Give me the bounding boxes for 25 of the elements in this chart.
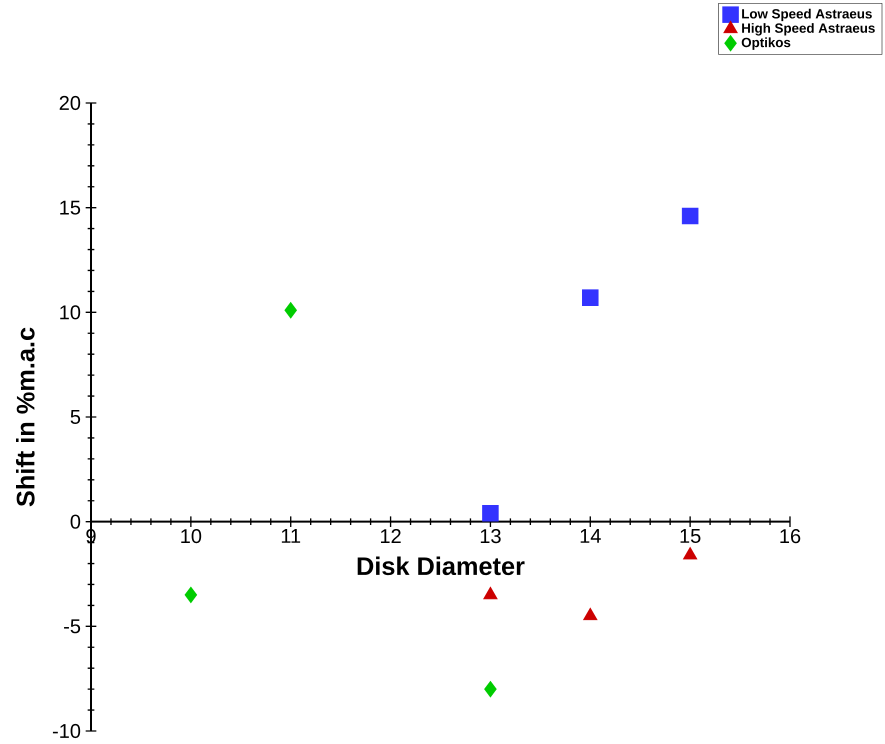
x-tick-label: 10 <box>181 529 202 544</box>
point <box>582 289 599 306</box>
legend-label: Low Speed Astraeus <box>742 8 872 22</box>
point <box>284 302 297 319</box>
point <box>682 208 698 224</box>
y-tick-label: 20 <box>60 96 80 110</box>
y-tick-label: 5 <box>70 410 80 424</box>
x-tick-label: 11 <box>282 529 300 543</box>
x-tick-label: 12 <box>380 529 401 544</box>
x-tick-label: 13 <box>480 529 501 544</box>
y-tick-label: 15 <box>60 200 80 215</box>
x-tick-label: 14 <box>580 529 601 543</box>
y-tick-label: 10 <box>60 305 80 320</box>
x-axis-title: Disk Diameter <box>358 556 525 576</box>
y-tick-label: 0 <box>70 514 80 529</box>
point <box>482 505 499 522</box>
y-axis-title: Shift in %m.a.c <box>16 328 35 506</box>
y-tick-label: -5 <box>64 619 80 634</box>
point <box>484 680 497 698</box>
y-tick-label: -10 <box>52 724 80 738</box>
legend-label: Optikos <box>742 37 790 50</box>
x-tick-label: 15 <box>680 529 700 543</box>
legend-label: High Speed Astraeus <box>742 23 875 36</box>
point <box>184 586 198 604</box>
x-tick-label: 16 <box>780 529 800 544</box>
